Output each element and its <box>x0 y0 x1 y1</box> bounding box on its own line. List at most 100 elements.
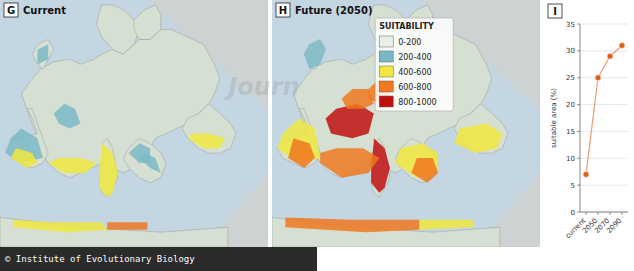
footer-bar <box>0 247 317 271</box>
suitability-region <box>371 138 390 192</box>
point <box>595 75 601 81</box>
map-panel: G Current <box>0 0 268 247</box>
map-land <box>0 217 228 247</box>
suitability-region <box>13 220 107 232</box>
suitability-region <box>48 158 96 173</box>
grid-line <box>580 104 628 105</box>
panel-label: H <box>279 5 287 16</box>
panel-title: Future (2050) <box>295 5 373 16</box>
tick-mark <box>577 77 580 78</box>
map-panel: H Future (2050) SUITABILITY 0-200 200-400 400… <box>272 0 540 247</box>
grid-line <box>580 77 628 78</box>
suitability-region <box>304 40 325 70</box>
legend-label: 0-200 <box>398 38 421 47</box>
suitability-region <box>411 158 438 183</box>
legend-swatch <box>379 36 393 47</box>
map-land <box>123 138 166 183</box>
tick-mark <box>598 212 599 215</box>
legend-title: SUITABILITY <box>379 22 434 31</box>
point <box>583 171 589 177</box>
tick-mark <box>577 131 580 132</box>
panel-label-box <box>276 3 290 17</box>
map-land <box>454 104 508 153</box>
tick-mark <box>577 158 580 159</box>
suitability-region <box>99 143 118 197</box>
suitability-region <box>326 104 374 139</box>
legend-swatch <box>379 51 393 62</box>
suitability-region <box>11 148 38 168</box>
tick-label: 30 <box>566 47 575 55</box>
map-land <box>293 30 491 178</box>
grid-line <box>580 131 628 132</box>
tick-mark <box>577 185 580 186</box>
suitability-region <box>288 138 315 168</box>
suitability-region <box>419 220 473 230</box>
suitability-region <box>54 104 81 129</box>
panel-label: G <box>7 5 15 16</box>
legend-label: 400-600 <box>398 68 431 77</box>
panel-title: Current <box>23 5 66 16</box>
tick-mark <box>610 212 611 215</box>
map-ocean <box>272 0 540 247</box>
map-land <box>395 138 438 183</box>
tick-mark <box>577 212 580 213</box>
grid-line <box>580 185 628 186</box>
map-land <box>371 138 390 197</box>
legend-swatch <box>379 81 393 92</box>
point <box>619 42 625 48</box>
tick-label: 25 <box>566 74 575 82</box>
tick-label: 10 <box>566 155 575 163</box>
tick-mark <box>577 50 580 51</box>
panel-label-box <box>4 3 18 17</box>
tick-mark <box>622 212 623 215</box>
tick-mark <box>586 212 587 215</box>
tick-mark <box>577 104 580 105</box>
tick-label: 15 <box>566 128 575 136</box>
map-land <box>99 138 118 197</box>
watermark: Journ <box>224 73 299 101</box>
grid-line <box>580 212 628 213</box>
figure: G Current H Future (2050) SUITABILITY 0-200 20… <box>0 0 634 271</box>
map-body <box>0 0 268 247</box>
legend-label: 600-800 <box>398 83 431 92</box>
tick-label: 20 <box>566 101 575 109</box>
map-ocean <box>0 0 268 247</box>
panel-label: I <box>553 6 557 17</box>
grid-line <box>580 24 628 25</box>
suitability-region <box>454 124 502 154</box>
map-land <box>5 109 48 168</box>
suitability-region <box>320 148 379 178</box>
y-axis-line <box>580 24 581 212</box>
figure-background <box>0 0 634 271</box>
map-body <box>272 0 540 247</box>
point <box>607 53 613 59</box>
suitability-region <box>129 143 151 163</box>
x-axis-line <box>580 212 628 213</box>
grid-line <box>580 50 628 51</box>
suitability-region <box>188 133 226 148</box>
map-land <box>304 40 325 70</box>
map-land <box>32 40 53 70</box>
suitability-region <box>285 217 419 232</box>
plot-marks <box>583 42 625 177</box>
map-land <box>182 104 236 153</box>
tick-mark <box>577 24 580 25</box>
line <box>586 45 622 174</box>
suitability-region <box>107 222 147 229</box>
legend: SUITABILITY 0-200 200-400 400-600 600-800 800… <box>375 18 453 111</box>
tick-label: 5 <box>571 182 575 190</box>
grid-line <box>580 158 628 159</box>
map-land <box>21 30 219 178</box>
panel-label-box <box>548 4 562 18</box>
line-panel: I05101520253035current205020702090suitab… <box>548 4 628 240</box>
legend-label: 800-1000 <box>398 98 437 107</box>
legend-background <box>375 18 453 111</box>
tick-label: 0 <box>571 209 575 217</box>
suitability-region <box>38 45 49 65</box>
legend-swatch <box>379 66 393 77</box>
map-land <box>277 109 320 168</box>
tick-label: 35 <box>566 21 575 29</box>
legend-swatch <box>379 96 393 107</box>
legend-label: 200-400 <box>398 53 431 62</box>
tick-label: 2090 <box>605 217 623 235</box>
